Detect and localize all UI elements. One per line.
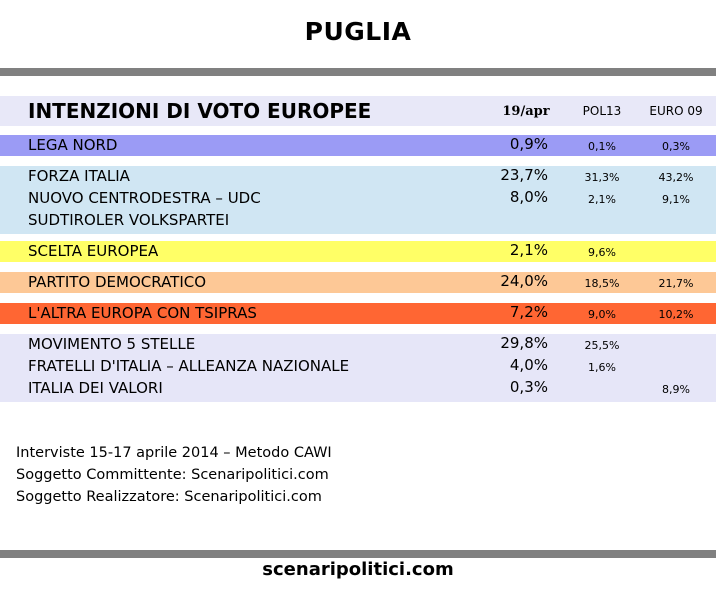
survey-notes: Interviste 15-17 aprile 2014 – Metodo CA… [16,442,332,508]
party-name: L'ALTRA EUROPA CON TSIPRAS [28,304,257,322]
value-19-apr: 0,9% [509,135,548,153]
party-name: ITALIA DEI VALORI [28,379,163,397]
survey-method-line: Interviste 15-17 aprile 2014 – Metodo CA… [16,445,332,461]
commissioner-line: Soggetto Committente: Scenaripolitici.co… [16,467,329,483]
column-header-euro09: EURO 09 [649,104,703,118]
site-name: scenaripolitici.com [262,559,454,580]
party-name: FRATELLI D'ITALIA – ALLEANZA NAZIONALE [28,357,350,375]
value-pol13: 0,1% [588,140,616,153]
column-header-pol13: POL13 [582,104,622,118]
value-pol13: 2,1% [588,193,616,206]
party-group-band [0,135,716,156]
party-name: FORZA ITALIA [28,167,130,185]
value-pol13: 9,6% [588,246,616,259]
party-group-band [0,166,716,234]
value-19-apr: 4,0% [509,356,548,374]
value-pol13: 1,6% [588,361,616,374]
value-19-apr: 8,0% [509,188,548,206]
value-19-apr: 7,2% [509,303,548,321]
party-group-band [0,303,716,324]
table-title: INTENZIONI DI VOTO EUROPEE [28,99,372,123]
value-euro09: 21,7% [658,277,694,290]
value-pol13: 25,5% [584,339,620,352]
value-euro09: 43,2% [658,171,694,184]
value-euro09: 0,3% [662,140,690,153]
party-group-band [0,272,716,293]
party-name: PARTITO DEMOCRATICO [28,273,207,291]
party-name: SUDTIROLER VOLKSPARTEI [28,211,230,229]
value-euro09: 10,2% [658,308,694,321]
party-name: NUOVO CENTRODESTRA – UDC [28,189,261,207]
value-19-apr: 23,7% [500,166,548,184]
party-name: MOVIMENTO 5 STELLE [28,335,196,353]
page-title: PUGLIA [304,17,412,46]
value-euro09: 9,1% [662,193,690,206]
value-pol13: 31,3% [584,171,620,184]
realizer-line: Soggetto Realizzatore: Scenaripolitici.c… [16,489,322,505]
value-19-apr: 24,0% [500,272,548,290]
table-header-band [0,96,716,126]
party-group-band [0,334,716,402]
column-header-19-apr: 19/apr [502,104,550,119]
value-pol13: 9,0% [588,308,616,321]
bottom-divider [0,550,716,558]
value-19-apr: 29,8% [500,334,548,352]
value-19-apr: 0,3% [509,378,548,396]
top-divider [0,68,716,76]
party-name: LEGA NORD [28,136,118,154]
value-19-apr: 2,1% [509,241,548,259]
value-pol13: 18,5% [584,277,620,290]
value-euro09: 8,9% [662,383,690,396]
party-name: SCELTA EUROPEA [28,242,159,260]
party-group-band [0,241,716,262]
